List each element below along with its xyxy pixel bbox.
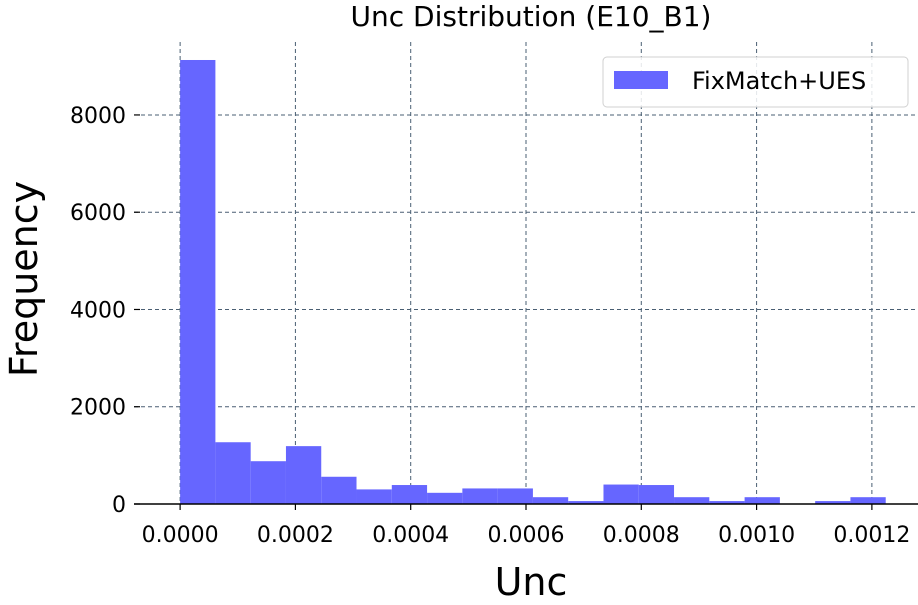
x-tick-label: 0.0002 (257, 523, 334, 548)
histogram-bar (250, 461, 286, 504)
histogram-bar (850, 497, 886, 504)
histogram-bar (285, 446, 322, 504)
y-tick-label: 4000 (70, 298, 126, 323)
histogram-bar (497, 488, 533, 504)
histogram-bar (709, 501, 745, 504)
y-axis-label: Frequency (2, 181, 46, 377)
histogram-bar (356, 489, 392, 504)
histogram-bar (391, 485, 428, 504)
x-tick-label: 0.0004 (372, 523, 449, 548)
legend: FixMatch+UES (602, 56, 909, 108)
histogram-bar (815, 501, 851, 504)
histogram-bar (532, 497, 569, 504)
histogram-bar (215, 442, 251, 504)
y-tick-label: 8000 (70, 104, 126, 129)
histogram-bars (180, 59, 886, 504)
histogram-bar (321, 476, 357, 504)
y-tick-label: 6000 (70, 201, 126, 226)
x-tick-label: 0.0012 (833, 523, 910, 548)
histogram-bar (744, 497, 780, 504)
histogram-bar (603, 484, 639, 504)
legend-swatch (614, 71, 668, 89)
x-tick-label: 0.0010 (718, 523, 795, 548)
x-axis-label: Unc (495, 560, 568, 604)
tick-labels: 0.0000 0.0002 0.0004 0.0006 0.0008 0.0010 0.00… (70, 104, 910, 548)
legend-box (602, 56, 909, 108)
chart-title: Unc Distribution (E10_B1) (351, 0, 712, 33)
histogram-bar (638, 485, 675, 504)
histogram-bar (427, 492, 463, 504)
x-tick-label: 0.0008 (603, 523, 680, 548)
x-tick-label: 0.0000 (142, 523, 219, 548)
y-tick-label: 2000 (70, 396, 126, 421)
histogram-bar (462, 488, 498, 504)
histogram-bar (180, 59, 216, 504)
histogram-bar (674, 497, 710, 504)
histogram-bar (568, 501, 604, 504)
x-tick-label: 0.0006 (488, 523, 565, 548)
axes (134, 114, 918, 510)
grid-lines (134, 42, 918, 504)
y-tick-label: 0 (112, 493, 126, 518)
legend-label: FixMatch+UES (692, 67, 866, 95)
